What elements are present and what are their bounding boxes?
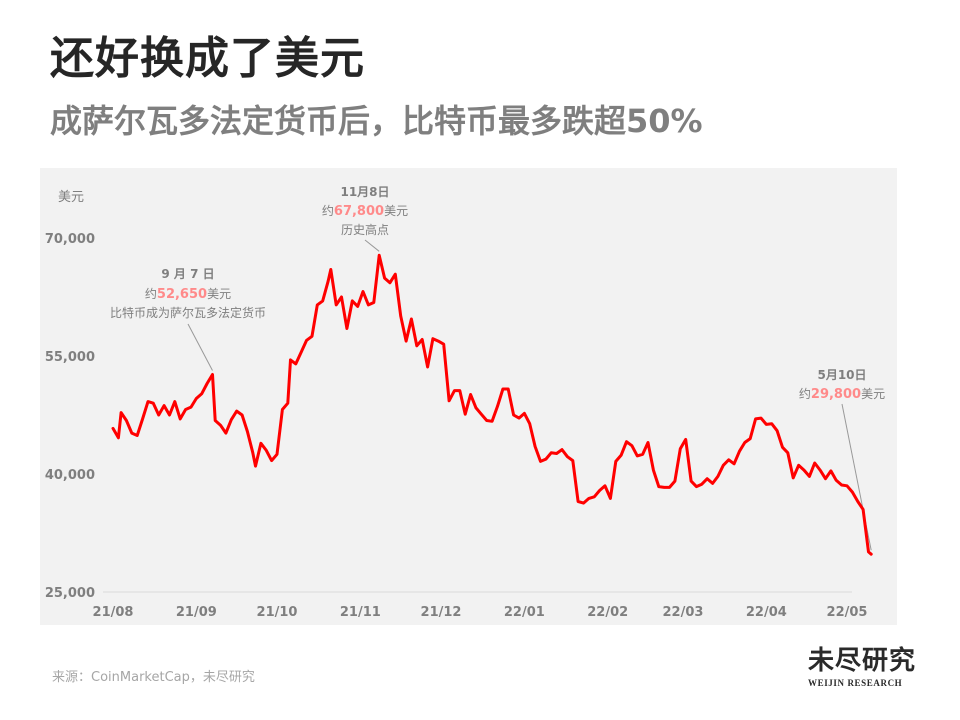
annotation-sept-7-date: 9 月 7 日 [161, 267, 214, 281]
chart-panel: 美元 25,000 40,000 55,000 70,000 21/08 21/09 21… [40, 168, 897, 625]
page-subtitle: 成萨尔瓦多法定货币后，比特币最多跌超50% [50, 102, 703, 140]
page-title: 还好换成了美元 [50, 33, 365, 84]
x-tick-label: 21/12 [421, 605, 462, 620]
annotation-leader-lines [187, 239, 872, 551]
annotation-sept-7-price: 约52,650美元 [145, 286, 231, 302]
price-series-line [111, 253, 873, 556]
annotation-sept-7: 9 月 7 日 约52,650美元 比特币成为萨尔瓦多法定货币 [110, 267, 266, 320]
y-tick-label: 25,000 [45, 586, 95, 601]
x-axis-ticks: 21/08 21/09 21/10 21/11 21/12 22/01 22/02 22/03… [93, 605, 868, 620]
annotation-leader-line [364, 239, 380, 252]
x-tick-label: 22/01 [504, 605, 545, 620]
annotation-leader-line [187, 323, 213, 371]
logo-chinese: 未尽研究 [808, 646, 917, 676]
x-tick-label: 22/05 [827, 605, 868, 620]
annotation-may-10-price: 约29,800美元 [799, 386, 885, 402]
annotation-may-10-date: 5月10日 [817, 368, 866, 382]
x-tick-label: 22/02 [587, 605, 628, 620]
series-group [111, 253, 873, 556]
x-tick-label: 22/03 [663, 605, 704, 620]
annotation-nov-8-note: 历史高点 [341, 222, 389, 237]
annotation-nov-8-price: 约67,800美元 [322, 203, 408, 219]
x-tick-label: 22/04 [746, 605, 787, 620]
annotation-nov-8: 11月8日 约67,800美元 历史高点 [322, 185, 408, 237]
x-tick-label: 21/10 [257, 605, 298, 620]
y-tick-label: 40,000 [45, 468, 95, 483]
x-tick-label: 21/11 [340, 605, 381, 620]
y-tick-label: 55,000 [45, 350, 95, 365]
weijin-logo: 未尽研究 WEIJIN RESEARCH [808, 646, 924, 698]
annotation-sept-7-note: 比特币成为萨尔瓦多法定货币 [110, 305, 266, 320]
annotation-may-10: 5月10日 约29,800美元 [799, 368, 885, 402]
x-tick-label: 21/09 [176, 605, 217, 620]
x-tick-label: 21/08 [93, 605, 134, 620]
y-axis-unit-label: 美元 [58, 190, 84, 205]
logo-english: WEIJIN RESEARCH [808, 678, 903, 688]
y-tick-label: 70,000 [45, 232, 95, 247]
annotation-nov-8-date: 11月8日 [340, 185, 389, 199]
source-note: 来源：CoinMarketCap，未尽研究 [52, 670, 255, 685]
y-axis-ticks: 25,000 40,000 55,000 70,000 [45, 232, 95, 601]
